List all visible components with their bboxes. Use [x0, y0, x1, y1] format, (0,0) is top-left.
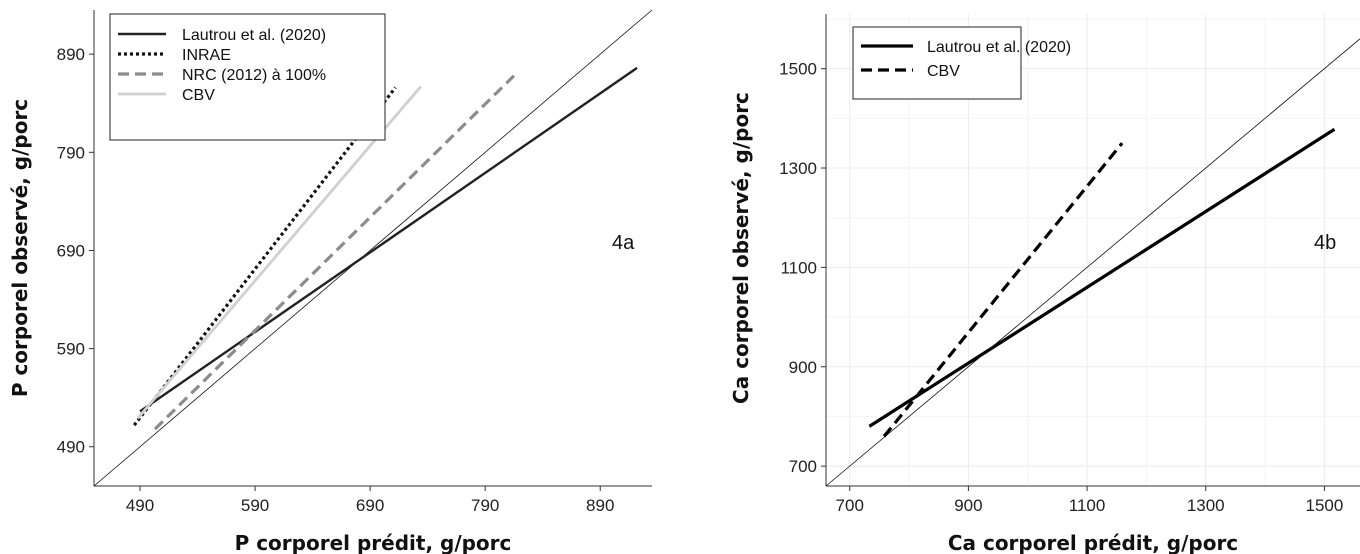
x-tick-label: 490	[126, 496, 154, 515]
x-tick-label: 900	[954, 496, 982, 515]
panel-4b-label: 4b	[1314, 232, 1336, 254]
y-tick-label: 1500	[779, 60, 817, 79]
y-tick-label: 1300	[779, 159, 817, 178]
panel-4a-y-ticks: 490 590 690 790 890	[57, 45, 94, 457]
x-tick-label: 1100	[1069, 496, 1106, 515]
x-tick-label: 790	[471, 496, 499, 515]
y-tick-label: 890	[57, 45, 85, 64]
panel-4b-legend-box	[852, 26, 1022, 100]
y-tick-label: 790	[57, 143, 85, 162]
panel-4a-label: 4a	[612, 232, 635, 254]
x-tick-label: 1300	[1187, 496, 1225, 515]
identity-line	[93, 9, 653, 487]
legend-label: Lautrou et al. (2020)	[182, 27, 326, 44]
y-tick-label: 700	[789, 457, 817, 476]
panel-4b-y-ticks: 700 900 1100 1300 1500	[779, 60, 826, 476]
panel-4a-x-ticks: 490 590 690 790 890	[126, 486, 614, 515]
panel-4a-series	[133, 66, 638, 431]
series-line	[882, 142, 1124, 438]
x-tick-label: 590	[241, 496, 269, 515]
legend-label: INRAE	[182, 47, 231, 64]
x-tick-label: 690	[356, 496, 384, 515]
panel-4a-legend: Lautrou et al. (2020) INRAE NRC (2012) à 1…	[109, 13, 386, 141]
series-line	[133, 86, 397, 427]
panel-4b-x-ticks: 700 900 1100 1300 1500	[836, 486, 1343, 515]
panel-4a-x-title: P corporel prédit, g/porc	[235, 531, 512, 554]
panel-4a: 490 590 690 790 890 490 590 690 790 890 4a P cor…	[8, 9, 653, 554]
panel-4b: 700 900 1100 1300 1500 700 900 1100 1300 1500 4b…	[729, 14, 1360, 554]
panel-4b-x-title: Ca corporel prédit, g/porc	[948, 531, 1238, 554]
y-tick-label: 490	[57, 438, 85, 457]
panel-4b-legend: Lautrou et al. (2020) CBV	[852, 26, 1071, 100]
x-tick-label: 890	[586, 496, 614, 515]
series-line	[136, 85, 422, 420]
y-tick-label: 590	[57, 340, 85, 359]
series-line	[139, 66, 638, 413]
panel-4a-y-title: P corporel observé, g/porc	[8, 99, 32, 397]
legend-label: Lautrou et al. (2020)	[927, 39, 1071, 56]
legend-label: NRC (2012) à 100%	[182, 67, 326, 84]
y-tick-label: 690	[57, 241, 85, 260]
x-tick-label: 1500	[1305, 496, 1343, 515]
panel-4b-y-title: Ca corporel observé, g/porc	[729, 92, 753, 404]
y-tick-label: 1100	[780, 258, 817, 277]
x-tick-label: 700	[836, 496, 864, 515]
legend-label: CBV	[927, 63, 960, 80]
series-line	[868, 127, 1336, 428]
legend-label: CBV	[182, 87, 215, 104]
panel-4b-identity	[825, 38, 1360, 487]
identity-line	[825, 38, 1360, 487]
panel-4a-identity	[93, 9, 653, 487]
panel-4b-series	[868, 127, 1336, 438]
y-tick-label: 900	[789, 358, 817, 377]
